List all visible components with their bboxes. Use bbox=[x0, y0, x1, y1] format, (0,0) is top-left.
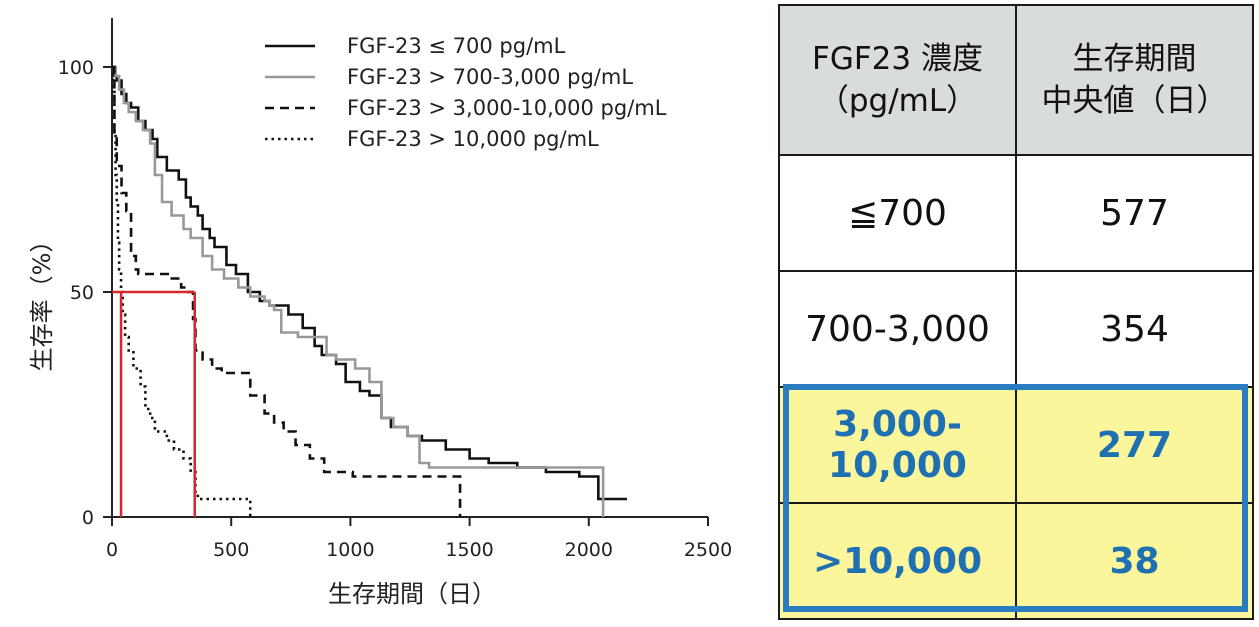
legend-label: FGF-23 > 10,000 pg/mL bbox=[347, 127, 599, 151]
survival-chart: 0 500 1000 1500 2000 2500 0 50 100 FGF-23 ≤ 700 … bbox=[28, 18, 732, 608]
table-header-row: FGF23 濃度 （pg/mL） 生存期間 中央値（日） bbox=[778, 3, 1254, 157]
chart-axes bbox=[111, 18, 708, 518]
x-axis-title: 生存期間（日） bbox=[328, 580, 496, 608]
table-row: ≦700 577 bbox=[778, 154, 1254, 273]
survival-curve-series-2 bbox=[112, 65, 605, 517]
y-tick-label: 100 bbox=[58, 57, 94, 79]
header-median-line1: 生存期間 bbox=[1072, 41, 1197, 78]
legend-label: FGF-23 ≤ 700 pg/mL bbox=[347, 34, 566, 58]
header-concentration: FGF23 濃度 （pg/mL） bbox=[778, 3, 1017, 157]
y-axis-title: 生存率（%） bbox=[28, 229, 56, 372]
chart-ticks: 0 500 1000 1500 2000 2500 0 50 100 bbox=[58, 57, 732, 561]
table-row-highlight: 3,000-10,000 277 bbox=[778, 386, 1254, 505]
median-cell: 38 bbox=[1015, 502, 1254, 620]
range-cell: ≦700 bbox=[778, 154, 1017, 273]
survival-curves bbox=[111, 65, 627, 517]
legend-label: FGF-23 > 700-3,000 pg/mL bbox=[347, 65, 633, 89]
x-tick-label: 500 bbox=[213, 539, 249, 561]
header-concentration-line1: FGF23 濃度 bbox=[812, 41, 983, 78]
range-cell: 3,000-10,000 bbox=[778, 386, 1017, 505]
median-cell: 577 bbox=[1015, 154, 1254, 273]
x-tick-label: 0 bbox=[106, 539, 118, 561]
range-cell: 700-3,000 bbox=[778, 270, 1017, 389]
y-tick-label: 0 bbox=[82, 507, 94, 529]
range-cell: >10,000 bbox=[778, 502, 1017, 620]
x-tick-label: 1500 bbox=[445, 539, 493, 561]
median-markers bbox=[112, 290, 196, 517]
table-row-highlight: >10,000 38 bbox=[778, 502, 1254, 620]
legend: FGF-23 ≤ 700 pg/mL FGF-23 > 700-3,000 pg/… bbox=[265, 34, 667, 151]
table-row: 700-3,000 354 bbox=[778, 270, 1254, 389]
survival-curve-series-3 bbox=[112, 65, 462, 517]
header-concentration-line2: （pg/mL） bbox=[817, 83, 978, 120]
median-survival-table: FGF23 濃度 （pg/mL） 生存期間 中央値（日） ≦700 577 70… bbox=[778, 3, 1254, 620]
x-tick-label: 2000 bbox=[565, 539, 613, 561]
legend-label: FGF-23 > 3,000-10,000 pg/mL bbox=[347, 96, 667, 120]
x-tick-label: 2500 bbox=[684, 539, 732, 561]
median-cell: 277 bbox=[1015, 386, 1254, 505]
header-median: 生存期間 中央値（日） bbox=[1015, 3, 1254, 157]
x-tick-label: 1000 bbox=[326, 539, 374, 561]
survival-curve-series-4 bbox=[111, 65, 252, 517]
header-median-line2: 中央値（日） bbox=[1041, 83, 1228, 120]
median-cell: 354 bbox=[1015, 270, 1254, 389]
y-tick-label: 50 bbox=[70, 282, 94, 304]
